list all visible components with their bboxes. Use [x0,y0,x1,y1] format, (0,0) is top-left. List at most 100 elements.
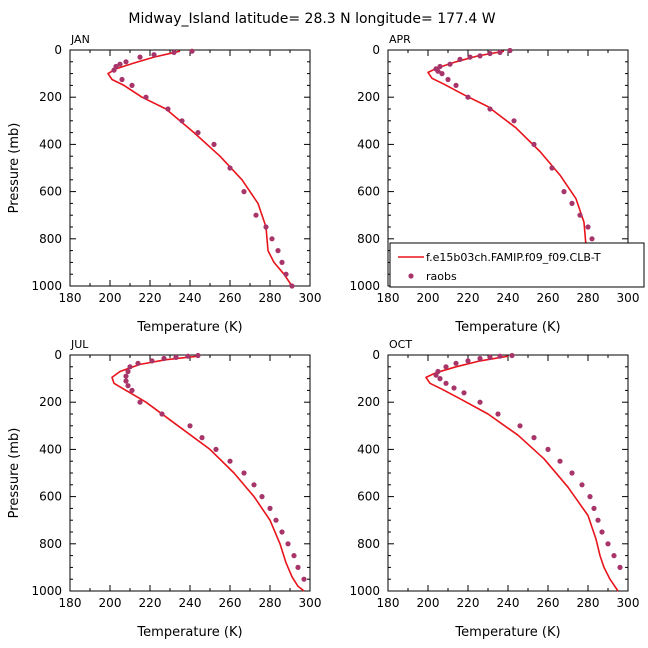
raobs-point [137,399,143,405]
panel-label: APR [389,33,411,46]
raobs-point [135,360,141,366]
raobs-point [125,368,131,375]
x-tick-label: 260 [219,596,242,610]
plot-frame [69,49,311,287]
raobs-point [283,271,289,277]
raobs-point [451,385,457,391]
y-tick-label: 1000 [349,584,380,598]
x-tick-label: 260 [537,596,560,610]
plot-marks [111,352,307,592]
raobs-point [143,94,149,100]
panel-label: JAN [70,33,90,46]
raobs-point [509,352,515,359]
panel-jul: JUL 180 200 220 240 260 280 300 0 200 400 600 800 10… [7,338,321,640]
raobs-point [279,529,285,535]
x-tick-label: 200 [417,596,440,610]
y-tick-label: 400 [39,442,62,456]
raobs-point [467,54,473,60]
raobs-point [591,505,597,511]
y-tick-label: 600 [39,490,62,504]
raobs-point [589,236,595,242]
raobs-point [253,212,259,218]
raobs-point [213,446,219,452]
y-tick-label: 600 [39,185,62,199]
x-tick-label: 200 [99,596,122,610]
raobs-point [301,576,307,582]
raobs-point [267,505,273,511]
x-tick-label: 220 [457,596,480,610]
raobs-point [435,68,441,74]
x-tick-label: 220 [457,291,480,305]
raobs-point [577,212,583,218]
raobs-point [161,355,167,362]
x-axis-label: Temperature (K) [454,320,560,335]
x-tick-label: 200 [417,291,440,305]
raobs-point [585,224,591,230]
raobs-point [587,494,593,500]
raobs-point [269,236,275,242]
axis-ticks: 180 200 220 240 260 280 300 0 200 400 600 800 1000 [31,348,321,610]
raobs-point [123,59,129,65]
x-tick-label: 180 [59,596,82,610]
axis-ticks: 180 200 220 240 260 280 300 0 200 400 600 800 1000 [31,43,321,305]
raobs-point [443,380,449,386]
model-profile-line [111,355,305,592]
raobs-point [279,259,285,265]
raobs-point [531,435,537,441]
x-tick-label: 300 [617,291,640,305]
raobs-point [125,383,131,389]
raobs-point [507,47,513,54]
raobs-point [561,189,567,195]
raobs-point [159,411,165,417]
x-tick-label: 220 [139,291,162,305]
y-tick-label: 0 [372,43,380,57]
y-axis-label: Pressure (mb) [7,123,22,214]
raobs-point [285,541,291,547]
x-tick-label: 300 [617,596,640,610]
y-tick-label: 200 [357,395,380,409]
y-tick-label: 400 [357,442,380,456]
x-tick-label: 280 [577,596,600,610]
raobs-point [241,470,247,476]
y-tick-label: 400 [39,137,62,151]
raobs-point [263,224,269,230]
x-tick-label: 300 [299,596,322,610]
raobs-point [111,67,117,73]
y-tick-label: 600 [357,490,380,504]
raobs-point [117,61,123,67]
axis-ticks: 180 200 220 240 260 280 300 0 200 400 600 800 1000 [349,348,639,610]
x-tick-label: 180 [377,596,400,610]
raobs-point [199,435,205,441]
x-tick-label: 200 [99,291,122,305]
raobs-point [185,353,191,359]
raobs-point [445,76,451,83]
axis-ticks: 180 200 220 240 260 280 300 0 200 400 600 800 1000 [349,43,639,305]
raobs-point [595,517,601,523]
y-tick-label: 1000 [31,584,62,598]
raobs-point [517,423,523,429]
y-tick-label: 0 [54,348,62,362]
x-axis-label: Temperature (K) [136,320,242,335]
panel-label: OCT [389,338,412,351]
model-profile-line [107,50,293,287]
x-axis-label: Temperature (K) [136,625,242,640]
raobs-point [477,53,483,59]
y-tick-label: 200 [39,90,62,104]
y-tick-label: 600 [357,185,380,199]
x-tick-label: 240 [179,291,202,305]
x-tick-label: 260 [219,291,242,305]
x-tick-label: 300 [299,291,322,305]
raobs-point [291,553,297,559]
raobs-point [457,56,463,63]
raobs-point [195,130,201,136]
panel-label: JUL [70,338,89,351]
y-tick-label: 800 [357,232,380,246]
x-tick-label: 240 [497,596,520,610]
x-axis-label: Temperature (K) [454,625,560,640]
plot-frame [387,354,629,592]
raobs-point [477,399,483,405]
raobs-point [211,141,217,147]
raobs-point [195,352,201,359]
panel-apr: APR 180 200 220 240 260 280 300 0 200 400 600 800 10… [349,33,639,335]
